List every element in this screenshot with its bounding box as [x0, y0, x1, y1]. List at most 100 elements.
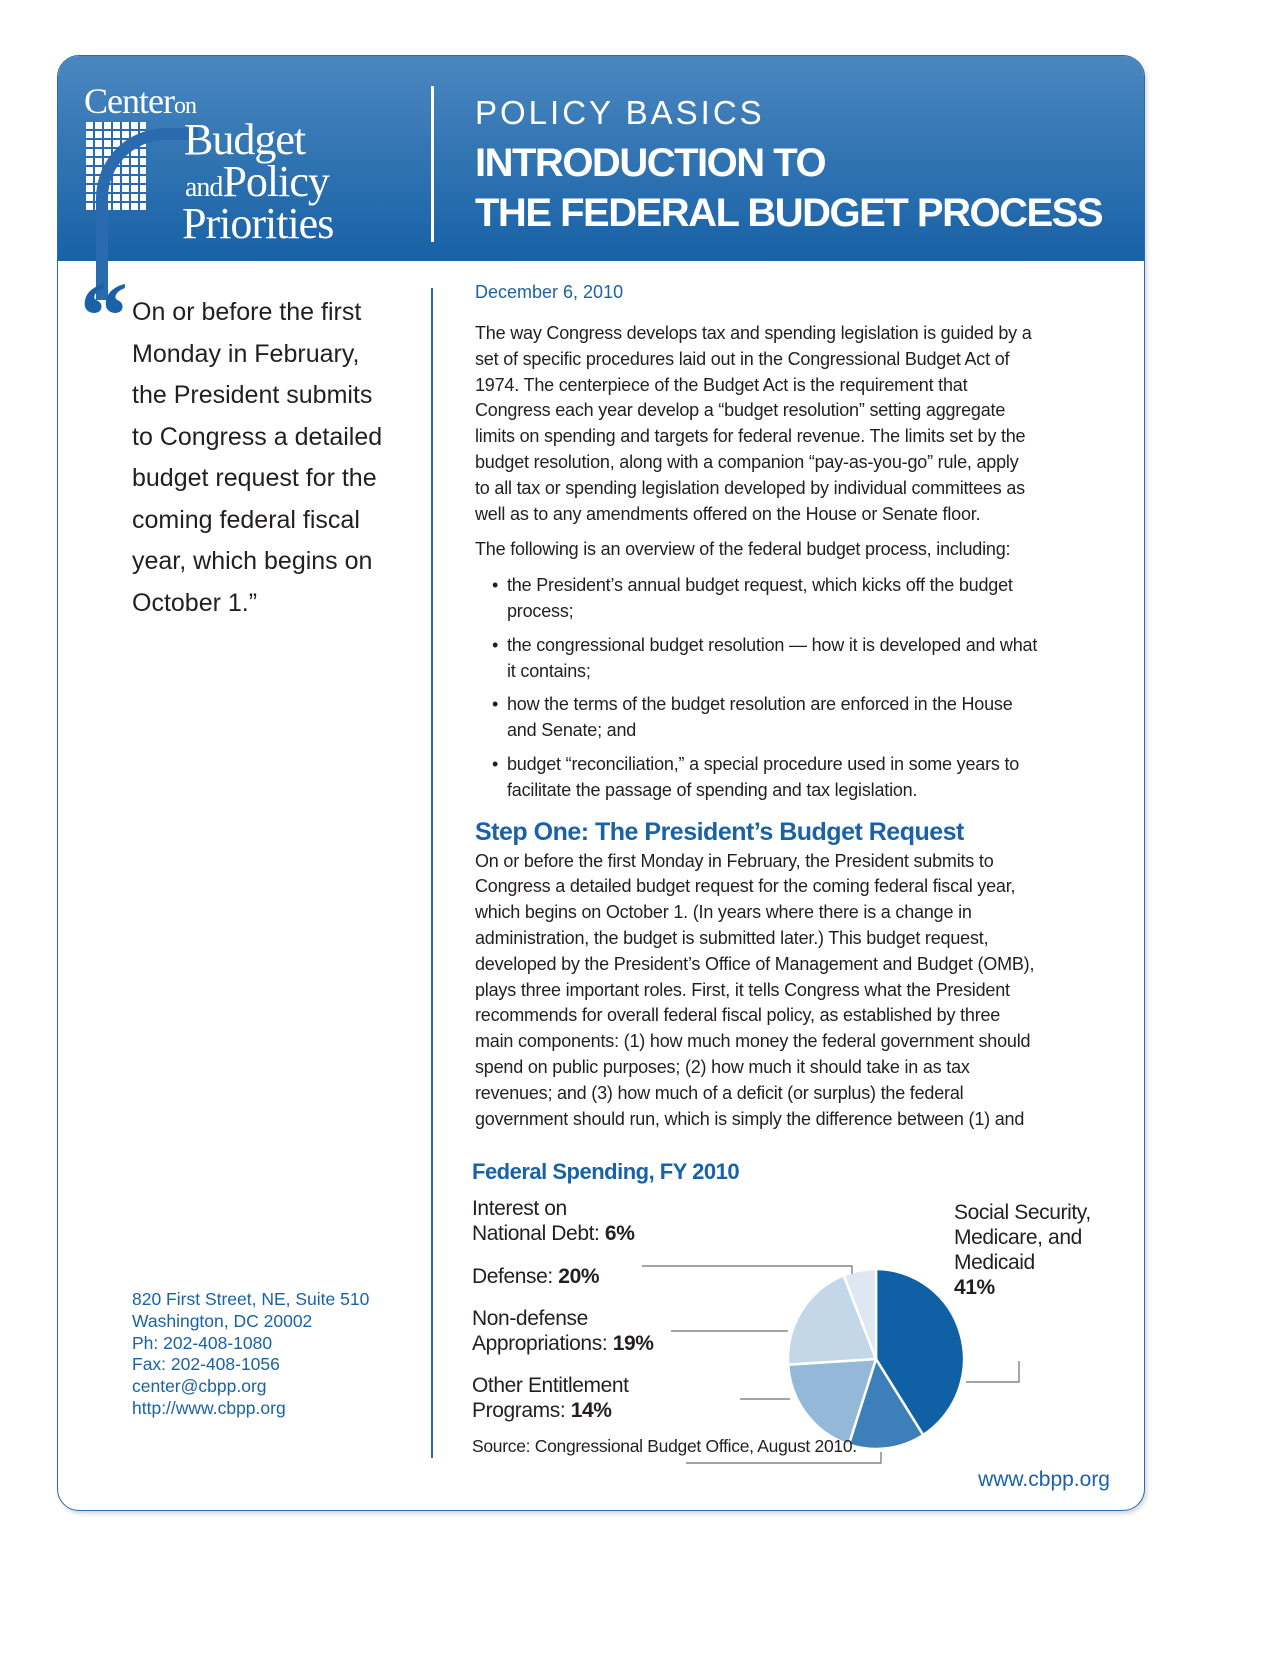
list-item: • the President’s annual budget request, … [475, 573, 1135, 625]
text-line: the President’s annual budget request, w… [507, 575, 1013, 596]
title-line: INTRODUCTION TO [475, 141, 827, 185]
main-content: December 6, 2010 The way Congress develo… [475, 282, 1135, 1142]
logo-text: on [173, 93, 197, 119]
text-line: limits on spending and targets for feder… [475, 426, 1026, 447]
page-frame: Centeron Budget andPolicy Priorities POL… [57, 55, 1145, 1511]
list-item: • the congressional budget resolution — h… [475, 633, 1135, 685]
text-line: 820 First Street, NE, Suite 510 [132, 1289, 370, 1309]
list-item: • budget “reconciliation,” a special proc… [475, 752, 1135, 804]
text-line: well as to any amendments offered on the… [475, 503, 981, 524]
section-heading: Step One: The President’s Budget Request [475, 817, 964, 846]
title-line: THE FEDERAL BUDGET PROCESS [475, 191, 1104, 235]
text-line: process; [507, 600, 574, 621]
text-line: plays three important roles. First, it t… [475, 979, 1010, 1000]
bullet-icon: • [492, 575, 499, 596]
label-value: 20% [558, 1265, 600, 1288]
text-line: year, which begins on [132, 547, 373, 575]
text-line: revenues; and (3) how much of a deficit … [475, 1082, 964, 1103]
label-defense: Defense: 20% [472, 1264, 600, 1289]
text-line: government should run, which is simply t… [475, 1108, 1025, 1129]
intro-paragraph: The way Congress develops tax and spendi… [475, 321, 1135, 527]
label-value: 6% [604, 1222, 635, 1245]
text-line: coming federal fiscal [132, 505, 360, 534]
text-line: Washington, DC 20002 [132, 1310, 313, 1331]
label-text: Interest on [472, 1197, 567, 1220]
bullet-icon: • [492, 753, 499, 774]
text-line: recommends for overall federal fiscal po… [475, 1005, 1001, 1026]
text-line: how the terms of the budget resolution a… [507, 694, 1013, 715]
text-line: developed by the President’s Office of M… [475, 953, 1035, 974]
header-banner: Centeron Budget andPolicy Priorities POL… [58, 56, 1144, 300]
text-line: Congress a detailed budget request for t… [475, 876, 1016, 897]
label-value: 41% [954, 1276, 995, 1299]
logo-text: Policy [222, 157, 329, 206]
footer-website-link[interactable]: www.cbpp.org [978, 1468, 1110, 1491]
text-line: Monday in February, [132, 339, 360, 368]
label-text: Other Entitlement [472, 1374, 629, 1397]
text-line: facilitate the passage of spending and t… [507, 779, 918, 800]
text-line: and Senate; and [507, 720, 637, 741]
text-line: Fax: 202-408-1056 [132, 1354, 280, 1375]
label-social-security: Social Security, Medicare, and Medicaid 41% [954, 1200, 1091, 1300]
text-line: to all tax or spending legislation devel… [475, 477, 1025, 498]
overview-paragraph: The following is an overview of the fede… [475, 537, 1135, 563]
text-line: budget request for the [132, 464, 377, 492]
pie-slice-4 [841, 1267, 878, 1360]
logo-line-4: Priorities [182, 199, 334, 248]
label-text: Appropriations: [472, 1332, 613, 1355]
federal-spending-chart: Federal Spending, FY 2010 Interest on Nat… [468, 1156, 1128, 1466]
pie-slice-1 [847, 1356, 925, 1451]
leader-line [642, 1265, 853, 1274]
text-line: Congress each year develop a “budget res… [475, 400, 1006, 421]
label-other-entitlement: Other Entitlement Programs: 14% [472, 1373, 629, 1423]
text-line: which begins on October 1. (In years whe… [475, 902, 972, 923]
text-line: budget resolution, along with a companio… [475, 451, 1019, 472]
chart-title: Federal Spending, FY 2010 [472, 1159, 740, 1184]
overview-list: • the President’s annual budget request, … [475, 573, 1135, 803]
logo-line-2: Budget [184, 115, 306, 164]
series-kicker: POLICY BASICS [475, 94, 765, 131]
column-divider [431, 288, 433, 1458]
label-text: Defense: [472, 1265, 559, 1288]
text-line: spend on public purposes; (2) how much i… [475, 1056, 970, 1077]
text-line: main components: (1) how much money the … [475, 1031, 1031, 1052]
pie-slice-3 [786, 1273, 878, 1366]
label-text: Medicaid [954, 1251, 1035, 1274]
logo-line-1: Centeron [84, 80, 197, 122]
logo-line-3: andPolicy [185, 157, 330, 210]
text-line: The way Congress develops tax and spendi… [475, 323, 1032, 343]
text-line: 1974. The centerpiece of the Budget Act … [475, 374, 968, 395]
text-line: the President submits [132, 381, 373, 409]
document-title: INTRODUCTION TO THE FEDERAL BUDGET PROCE… [475, 138, 1104, 238]
header-divider [431, 86, 434, 242]
pie-chart [642, 1265, 1020, 1464]
text-line: On or before the first Monday in Februar… [475, 850, 994, 871]
label-interest: Interest on National Debt: 6% [472, 1196, 635, 1246]
label-text: Non-defense [472, 1307, 588, 1330]
text-line: Ph: 202-408-1080 [132, 1332, 273, 1353]
quote-mark-icon: “ [80, 262, 128, 369]
text-line: October 1.” [132, 588, 258, 617]
label-nondefense: Non-defense Appropriations: 19% [472, 1306, 654, 1356]
text-line: center@cbpp.org [132, 1376, 267, 1397]
text-line: On or before the first [132, 298, 362, 326]
publication-date: December 6, 2010 [475, 282, 624, 302]
label-value: 14% [570, 1399, 612, 1422]
text-line: budget “reconciliation,” a special proce… [507, 753, 1020, 774]
bullet-icon: • [492, 634, 499, 655]
text-line: the congressional budget resolution — ho… [507, 634, 1038, 655]
step-one-paragraph: On or before the first Monday in Februar… [475, 849, 1135, 1133]
label-text: Medicare, and [954, 1226, 1082, 1249]
logo-text: Center [84, 81, 175, 121]
label-text: Social Security, [954, 1201, 1091, 1224]
label-text: Programs: [472, 1399, 571, 1422]
pull-quote: On or before the first Monday in February… [132, 292, 412, 624]
leader-line [966, 1361, 1020, 1383]
leader-line [686, 1452, 882, 1464]
text-line: it contains; [507, 660, 591, 681]
chart-source: Source: Congressional Budget Office, Aug… [472, 1436, 857, 1456]
cbpp-logo: Centeron Budget andPolicy Priorities [82, 80, 372, 300]
text-line: set of specific procedures laid out in t… [475, 348, 1010, 369]
text-line: http://www.cbpp.org [132, 1397, 286, 1418]
label-value: 19% [612, 1332, 654, 1355]
